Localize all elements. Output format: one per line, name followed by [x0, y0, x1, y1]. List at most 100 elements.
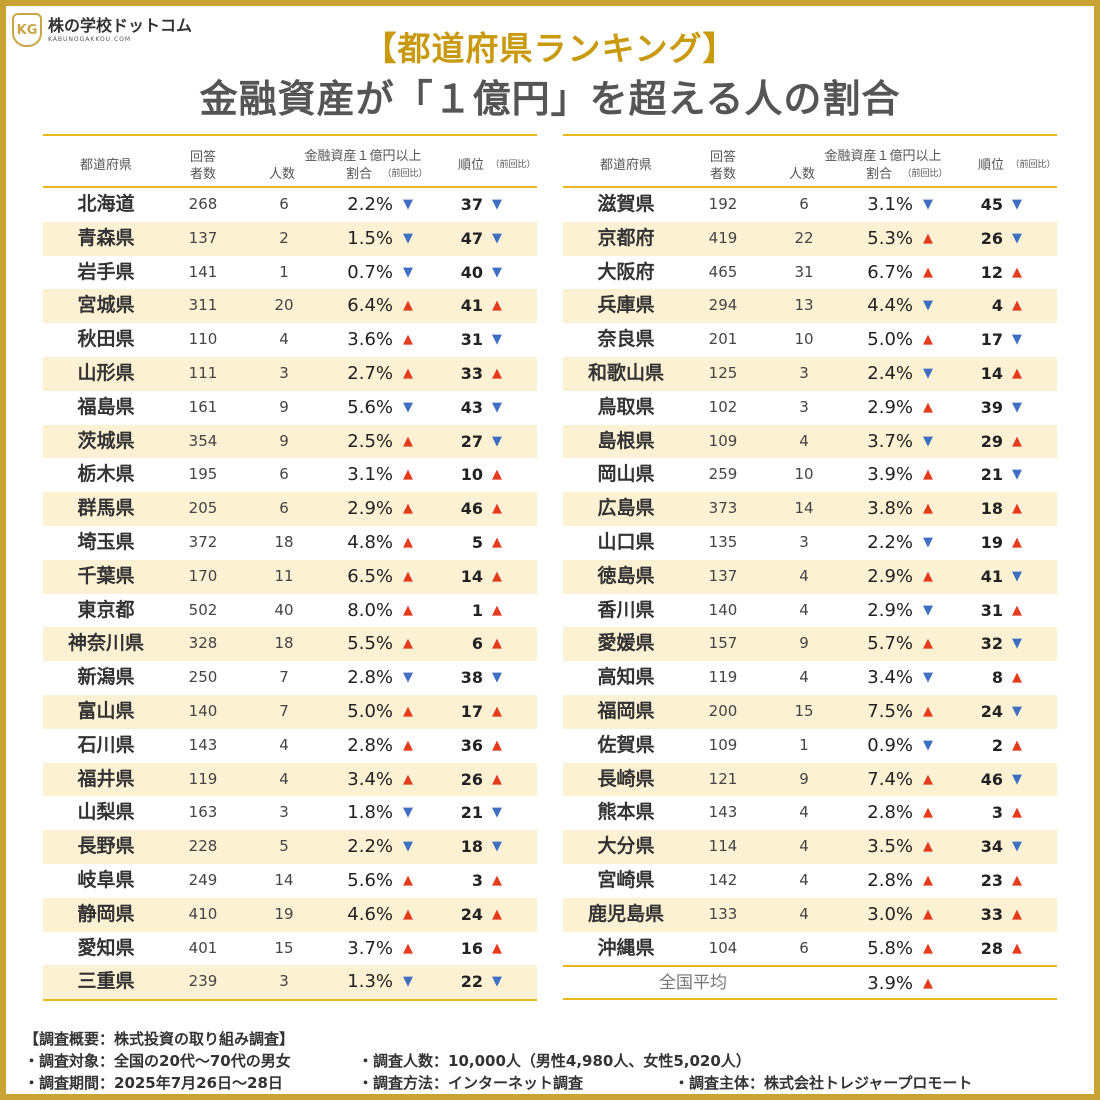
table-row: 新潟県 250 7 2.8% 38 ▼ ▼ — [43, 661, 537, 695]
rank: 40 — [460, 262, 483, 282]
rate-up-arrow-icon: ▲ — [923, 230, 933, 246]
prefecture-name: 福井県 — [77, 767, 135, 790]
wealthy-count: 14 — [794, 499, 814, 518]
table-row: 京都府 419 22 5.3% 26 ▲ ▼ — [563, 221, 1057, 256]
prefecture-name: 佐賀県 — [597, 733, 655, 756]
page-subtitle: 金融資産が「１億円」を超える人の割合 — [199, 77, 901, 121]
header-rate-note: （前回比） — [902, 169, 948, 179]
rank: 6 — [471, 634, 483, 654]
table-row: 群馬県 205 6 2.9% 46 ▲ ▲ — [43, 492, 537, 526]
prefecture-name: 奈良県 — [597, 328, 655, 351]
prefecture-name: 岩手県 — [77, 260, 135, 283]
table-row: 福島県 161 9 5.6% 43 ▼ ▼ — [43, 391, 537, 425]
prefecture-name: 沖縄県 — [597, 936, 655, 959]
prefecture-name: 鳥取県 — [597, 395, 655, 418]
prefecture-name: 愛知県 — [77, 936, 135, 959]
table-row: 福井県 119 4 3.4% 26 ▲ ▲ — [43, 762, 537, 797]
wealthy-count: 15 — [794, 701, 814, 720]
wealthy-rate: 3.9% — [867, 464, 913, 486]
prefecture-name: 愛媛県 — [597, 632, 655, 655]
table-row: 沖縄県 104 6 5.8% 28 ▲ ▲ — [563, 932, 1057, 966]
ranking-table-left: 都道府県 回答 者数 金融資産１億円以上 人数 割合 （前回比） 順位 （前回比… — [43, 134, 537, 1002]
respondents-count: 109 — [708, 735, 738, 754]
rank: 22 — [460, 972, 483, 992]
table-bottom-border — [563, 965, 1057, 968]
wealthy-count: 20 — [274, 296, 294, 315]
rank: 18 — [980, 499, 1003, 519]
respondents-count: 259 — [708, 465, 738, 484]
header-rate: 割合 — [345, 167, 372, 182]
rank-down-arrow-icon: ▼ — [1012, 399, 1022, 415]
rank: 32 — [980, 634, 1003, 654]
header-group: 金融資産１億円以上 — [824, 149, 942, 164]
wealthy-rate: 3.5% — [867, 836, 913, 858]
wealthy-rate: 1.8% — [347, 802, 393, 824]
wealthy-rate: 1.3% — [347, 971, 393, 993]
rank-up-arrow-icon: ▲ — [1012, 298, 1022, 314]
wealthy-rate: 0.7% — [347, 261, 393, 283]
rate-up-arrow-icon: ▲ — [923, 332, 933, 348]
respondents-count: 143 — [188, 735, 218, 754]
rank-up-arrow-icon: ▲ — [492, 568, 502, 584]
rank: 4 — [991, 296, 1003, 316]
table-row: 三重県 239 3 1.3% 22 ▼ ▼ — [43, 965, 537, 1000]
prefecture-name: 山口県 — [597, 530, 655, 553]
table-row: 神奈川県 328 18 5.5% 6 ▲ ▲ — [43, 627, 537, 662]
wealthy-count: 3 — [799, 397, 809, 416]
respondents-count: 119 — [188, 769, 218, 788]
rate-up-arrow-icon: ▲ — [403, 568, 413, 584]
wealthy-rate: 5.3% — [867, 227, 913, 249]
prefecture-name: 大分県 — [597, 835, 655, 858]
wealthy-rate: 3.7% — [347, 937, 393, 959]
site-logo[interactable]: KG 株の学校ドットコム KABUNOGAKKOU.COM — [12, 10, 192, 50]
respondents-count: 419 — [708, 228, 738, 247]
respondents-count: 102 — [708, 397, 738, 416]
table-row: 東京都 502 40 8.0% 1 ▲ ▲ — [43, 594, 537, 628]
table-row: 愛媛県 157 9 5.7% 32 ▲ ▼ — [563, 627, 1057, 662]
prefecture-name: 新潟県 — [77, 666, 135, 689]
wealthy-count: 7 — [279, 701, 289, 720]
respondents-count: 372 — [188, 532, 218, 551]
prefecture-name: 宮城県 — [77, 294, 135, 317]
prefecture-name: 和歌山県 — [587, 361, 664, 384]
table-row: 岐阜県 249 14 5.6% 3 ▲ ▲ — [43, 864, 537, 898]
wealthy-count: 4 — [799, 668, 809, 687]
prefecture-name: 千葉県 — [77, 564, 135, 587]
wealthy-count: 18 — [274, 532, 294, 551]
rank: 8 — [991, 668, 1003, 688]
wealthy-count: 19 — [274, 904, 294, 923]
survey-people: ・調査人数：10,000人（男性4,980人、女性5,020人） — [358, 1052, 751, 1070]
wealthy-rate: 2.8% — [867, 869, 913, 891]
wealthy-rate: 2.9% — [347, 498, 393, 520]
rank-up-arrow-icon: ▲ — [492, 636, 502, 652]
prefecture-name: 京都府 — [597, 226, 655, 249]
wealthy-rate: 6.4% — [347, 295, 393, 317]
header-rank-note: （前回比） — [490, 160, 536, 170]
wealthy-count: 13 — [794, 296, 814, 315]
rank: 19 — [980, 532, 1003, 552]
wealthy-count: 4 — [279, 330, 289, 349]
header-rate: 割合 — [865, 167, 892, 182]
rate-down-arrow-icon: ▼ — [923, 670, 933, 686]
rank: 26 — [460, 769, 483, 789]
header-resp-1: 回答 — [709, 150, 736, 165]
header-count: 人数 — [268, 167, 295, 182]
respondents-count: 373 — [708, 499, 738, 518]
respondents-count: 110 — [188, 330, 218, 349]
table-row: 広島県 373 14 3.8% 18 ▲ ▲ — [563, 492, 1057, 526]
wealthy-rate: 2.4% — [867, 362, 913, 384]
rate-up-arrow-icon: ▲ — [923, 872, 933, 888]
wealthy-count: 3 — [799, 363, 809, 382]
prefecture-name: 広島県 — [597, 497, 655, 520]
wealthy-rate: 2.2% — [347, 194, 393, 215]
prefecture-name: 栃木県 — [77, 463, 135, 486]
table-row: 和歌山県 125 3 2.4% 14 ▼ ▲ — [563, 356, 1057, 391]
table-row: 栃木県 195 6 3.1% 10 ▲ ▲ — [43, 458, 537, 492]
rank-up-arrow-icon: ▲ — [492, 906, 502, 922]
rank-up-arrow-icon: ▲ — [492, 534, 502, 550]
wealthy-count: 10 — [794, 330, 814, 349]
respondents-count: 137 — [708, 566, 738, 585]
prefecture-name: 熊本県 — [597, 801, 655, 824]
rank-up-arrow-icon: ▲ — [1012, 670, 1022, 686]
rank: 21 — [980, 465, 1003, 485]
